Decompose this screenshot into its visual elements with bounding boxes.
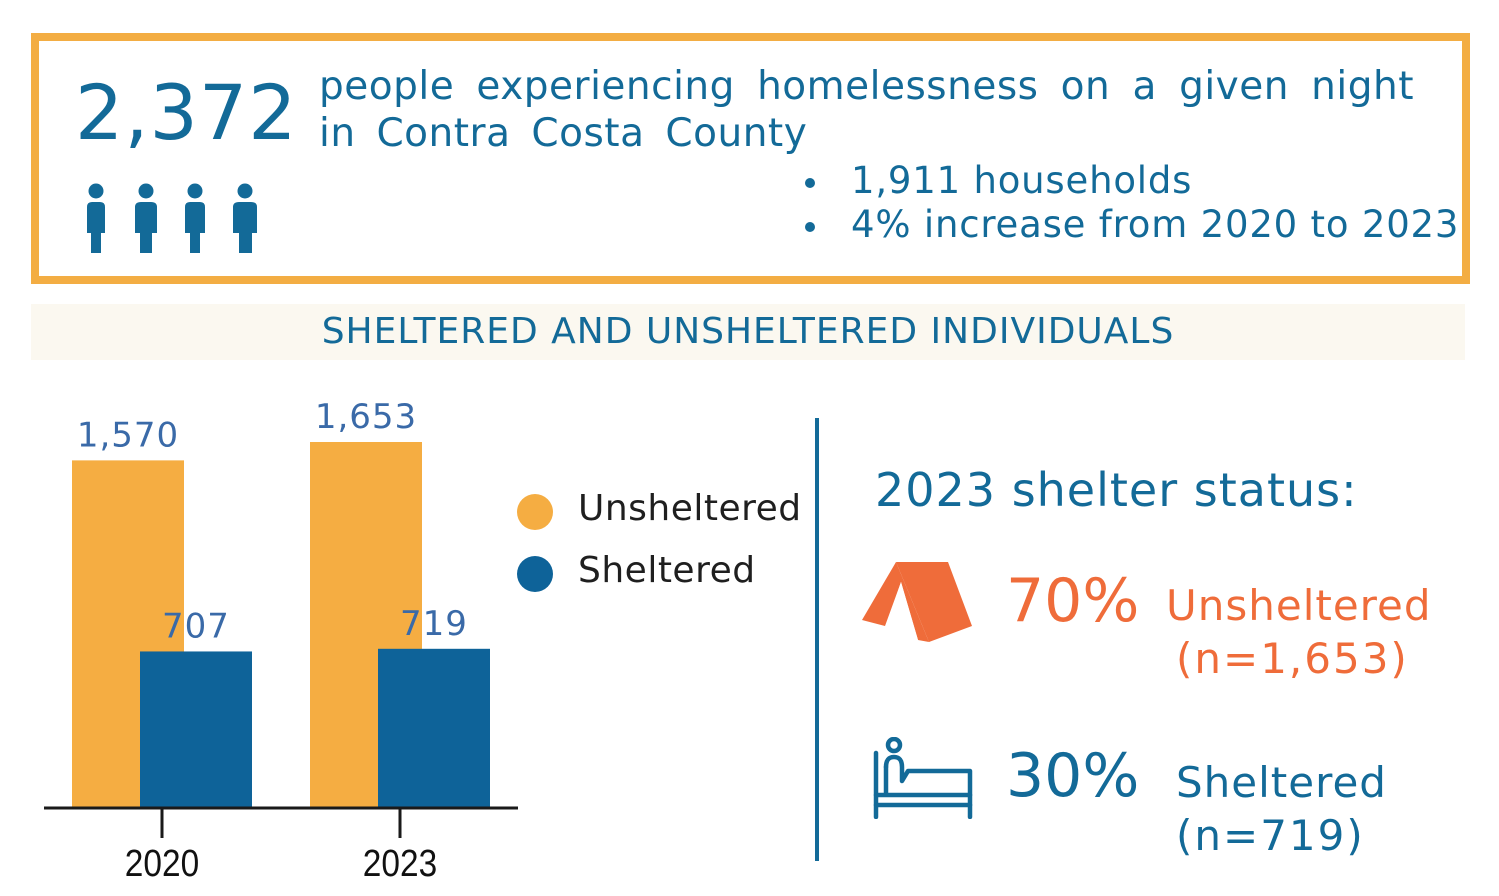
legend-label-sheltered: Sheltered [578,550,756,591]
legend-swatch-unsheltered [517,494,553,530]
bar-sheltered-2020 [140,651,252,808]
person-icon [233,183,257,253]
unsheltered-count: (n=1,653) [1176,634,1409,683]
summary-bullets: 1,911 households 4% increase from 2020 t… [799,159,1459,247]
summary-headline: people experiencing homelessness on a gi… [319,64,1414,156]
sheltered-percent: 30% [1006,741,1140,811]
bar-sheltered-2023 [378,648,490,808]
data-label-unsheltered-2023: 1,653 [315,397,417,437]
legend-label-unsheltered: Unsheltered [578,488,802,529]
data-label-unsheltered-2020: 1,570 [77,415,179,455]
sheltered-count: (n=719) [1176,811,1365,860]
data-label-sheltered-2023: 719 [400,604,468,644]
status-unsheltered: 70% Unsheltered (n=1,653) [860,560,1460,690]
bar-chart: 1,570 1,653 707 719 2020 2023 [44,397,518,884]
sheltered-label: Sheltered [1176,758,1387,807]
total-count: 2,372 [75,68,298,157]
unsheltered-percent: 70% [1006,566,1140,636]
bullet-households: 1,911 households [799,159,1459,203]
unsheltered-label: Unsheltered [1166,581,1432,630]
x-tick-label-2023: 2023 [363,842,437,884]
status-title: 2023 shelter status: [875,463,1358,517]
person-icon [87,183,105,253]
bullet-increase: 4% increase from 2020 to 2023 [799,203,1459,247]
section-header: SHELTERED AND UNSHELTERED INDIVIDUALS [31,304,1465,360]
data-label-sheltered-2020: 707 [162,606,230,646]
vertical-divider [815,418,819,861]
tent-icon [862,562,972,642]
x-tick-label-2020: 2020 [125,842,199,884]
person-icon [135,183,157,253]
summary-box: 2,372 people experiencing homelessness o… [31,33,1470,284]
bed-icon [873,737,973,819]
legend-swatch-sheltered [517,556,553,592]
person-icon [185,183,205,253]
status-sheltered: 30% Sheltered (n=719) [860,735,1460,865]
section-title: SHELTERED AND UNSHELTERED INDIVIDUALS [321,311,1175,352]
people-icon-group [87,183,257,253]
